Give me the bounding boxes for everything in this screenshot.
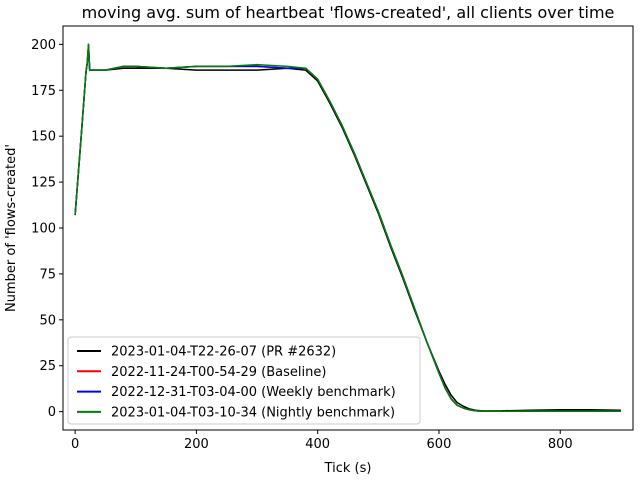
series-line-3 [74, 43, 621, 413]
legend-label-1: 2022-11-24-T00-54-29 (Baseline) [111, 365, 326, 380]
x-axis-ticks: 0 200 400 600 800 [71, 430, 573, 452]
y-tick-label: 200 [31, 38, 56, 53]
y-tick-label: 150 [31, 130, 56, 145]
x-tick-label: 800 [548, 437, 573, 452]
legend-label-2: 2022-12-31-T03-04-00 (Weekly benchmark) [111, 385, 396, 400]
legend: 2023-01-04-T22-26-07 (PR #2632) 2022-11-2… [67, 336, 421, 425]
y-tick-label: 100 [31, 222, 56, 237]
y-axis-label: Number of 'flows-created' [4, 144, 19, 312]
legend-label-0: 2023-01-04-T22-26-07 (PR #2632) [111, 345, 336, 360]
x-axis-label: Tick (s) [324, 461, 372, 476]
x-tick-label: 200 [184, 437, 209, 452]
y-tick-label: 0 [48, 405, 56, 420]
x-tick-label: 600 [427, 437, 452, 452]
y-tick-label: 175 [31, 84, 56, 99]
legend-items: 2023-01-04-T22-26-07 (PR #2632) 2022-11-2… [77, 345, 396, 420]
x-tick-label: 400 [305, 437, 330, 452]
chart-title: moving avg. sum of heartbeat 'flows-crea… [82, 3, 615, 22]
x-tick-label: 0 [71, 437, 79, 452]
y-tick-label: 125 [31, 176, 56, 191]
y-axis-ticks: 0 25 50 75 100 125 150 175 200 [31, 38, 63, 420]
legend-frame [67, 336, 421, 425]
y-tick-label: 25 [39, 359, 56, 374]
y-tick-label: 50 [39, 313, 56, 328]
legend-label-3: 2023-01-04-T03-10-34 (Nightly benchmark) [111, 405, 395, 420]
plot-lines [74, 43, 621, 413]
y-tick-label: 75 [39, 267, 56, 282]
